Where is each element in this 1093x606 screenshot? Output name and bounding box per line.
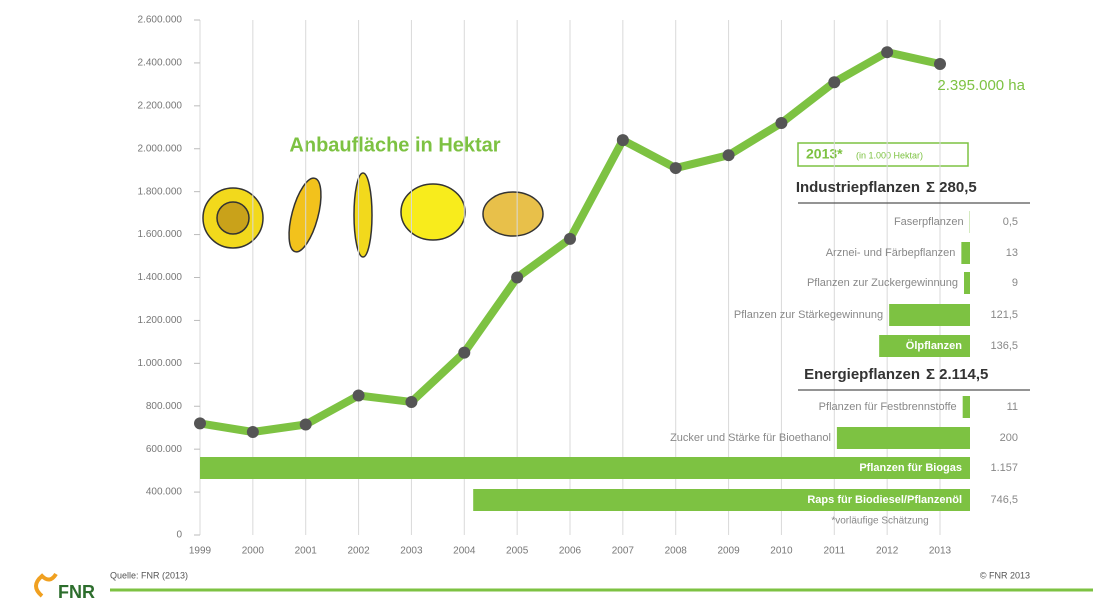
panel-subtitle: (in 1.000 Hektar) bbox=[856, 150, 923, 160]
chart-title: Anbaufläche in Hektar bbox=[289, 134, 500, 156]
x-tick-label: 2005 bbox=[506, 546, 529, 557]
value-label: 13 bbox=[1006, 247, 1018, 259]
sunflower-center bbox=[217, 202, 249, 234]
potato bbox=[483, 192, 543, 236]
bar-category: Arznei- und Färbepflanzen bbox=[826, 247, 956, 259]
value-label: 0,5 bbox=[1003, 216, 1018, 228]
value-label: 11 bbox=[1007, 401, 1018, 413]
x-tick-label: 2003 bbox=[400, 546, 423, 557]
bar-category: Faserpflanzen bbox=[894, 216, 964, 228]
rapeseed-flower bbox=[401, 184, 465, 240]
source: Quelle: FNR (2013) bbox=[110, 570, 188, 580]
annotation: 2.395.000 ha bbox=[937, 77, 1025, 94]
value-label: 121,5 bbox=[990, 309, 1018, 321]
point bbox=[458, 347, 470, 359]
bar bbox=[837, 427, 970, 449]
bar-category: Pflanzen für Biogas bbox=[859, 462, 962, 474]
bar-category: Zucker und Stärke für Bioethanol bbox=[670, 432, 831, 444]
y-tick-label: 800.000 bbox=[146, 401, 183, 412]
point bbox=[353, 390, 365, 402]
value-label: 136,5 bbox=[990, 340, 1018, 352]
bar bbox=[963, 396, 970, 418]
x-tick-label: 2011 bbox=[824, 546, 846, 557]
corn bbox=[283, 175, 328, 255]
bar-category: Pflanzen zur Zuckergewinnung bbox=[807, 277, 958, 289]
point bbox=[670, 162, 682, 174]
panel-title: 2013* bbox=[806, 146, 843, 162]
point bbox=[617, 134, 629, 146]
point bbox=[723, 149, 735, 161]
y-tick-label: 400.000 bbox=[146, 487, 183, 498]
x-tick-label: 2007 bbox=[612, 546, 635, 557]
x-tick-label: 2008 bbox=[665, 546, 688, 557]
bar bbox=[200, 457, 970, 479]
point bbox=[828, 76, 840, 88]
x-tick-label: 2009 bbox=[717, 546, 740, 557]
point bbox=[934, 58, 946, 70]
page: {"chart_data": [ {"type": "line", "title… bbox=[0, 0, 1093, 606]
group-total: Σ 280,5 bbox=[926, 179, 977, 196]
group-title: Industriepflanzen bbox=[796, 179, 920, 196]
x-tick-label: 2001 bbox=[295, 546, 318, 557]
y-tick-label: 2.200.000 bbox=[138, 100, 183, 111]
x-tick-label: 2004 bbox=[453, 546, 476, 557]
wheat bbox=[354, 173, 372, 257]
point bbox=[511, 272, 523, 284]
y-tick-label: 1.400.000 bbox=[138, 272, 183, 283]
y-tick-label: 2.000.000 bbox=[138, 143, 183, 154]
point bbox=[194, 417, 206, 429]
bar bbox=[889, 304, 970, 326]
group-total: Σ 2.114,5 bbox=[926, 366, 988, 383]
logo: FNR bbox=[58, 582, 95, 602]
plant-illustrations bbox=[203, 173, 543, 257]
bar bbox=[964, 272, 970, 294]
y-tick-label: 2.600.000 bbox=[138, 15, 183, 26]
logo-mark bbox=[36, 574, 56, 596]
bar-category: Raps für Biodiesel/Pflanzenöl bbox=[807, 494, 962, 506]
x-tick-label: 2002 bbox=[347, 546, 370, 557]
group-title: Energiepflanzen bbox=[804, 366, 920, 383]
bar-category: Pflanzen für Festbrennstoffe bbox=[819, 401, 957, 413]
y-tick-label: 600.000 bbox=[146, 444, 183, 455]
point bbox=[564, 233, 576, 245]
y-tick-label: 1.200.000 bbox=[138, 315, 183, 326]
y-tick-label: 2.400.000 bbox=[138, 58, 183, 69]
y-tick-label: 0 bbox=[176, 530, 182, 541]
value-label: 746,5 bbox=[990, 494, 1018, 506]
point bbox=[405, 396, 417, 408]
point bbox=[247, 426, 259, 438]
point bbox=[775, 117, 787, 129]
x-tick-label: 2006 bbox=[559, 546, 582, 557]
value-label: 9 bbox=[1012, 277, 1018, 289]
x-tick-label: 2010 bbox=[770, 546, 793, 557]
y-tick-label: 1.000.000 bbox=[138, 358, 183, 369]
footnote: *vorläufige Schätzung bbox=[831, 516, 928, 527]
bar-category: Ölpflanzen bbox=[906, 339, 963, 352]
chart: Anbaufläche in Hektar 2013* (in 1.000 He… bbox=[0, 0, 1093, 606]
point bbox=[300, 418, 312, 430]
bar-category: Pflanzen zur Stärkegewinnung bbox=[734, 309, 883, 321]
copyright: © FNR 2013 bbox=[980, 570, 1030, 580]
value-label: 1.157 bbox=[990, 462, 1018, 474]
x-tick-label: 2000 bbox=[242, 546, 265, 557]
x-tick-label: 1999 bbox=[189, 546, 212, 557]
value-label: 200 bbox=[1000, 432, 1018, 444]
y-tick-label: 1.800.000 bbox=[138, 186, 183, 197]
bar bbox=[961, 242, 970, 264]
x-tick-label: 2012 bbox=[876, 546, 899, 557]
x-tick-label: 2013 bbox=[929, 546, 952, 557]
y-tick-label: 1.600.000 bbox=[138, 229, 183, 240]
point bbox=[881, 46, 893, 58]
